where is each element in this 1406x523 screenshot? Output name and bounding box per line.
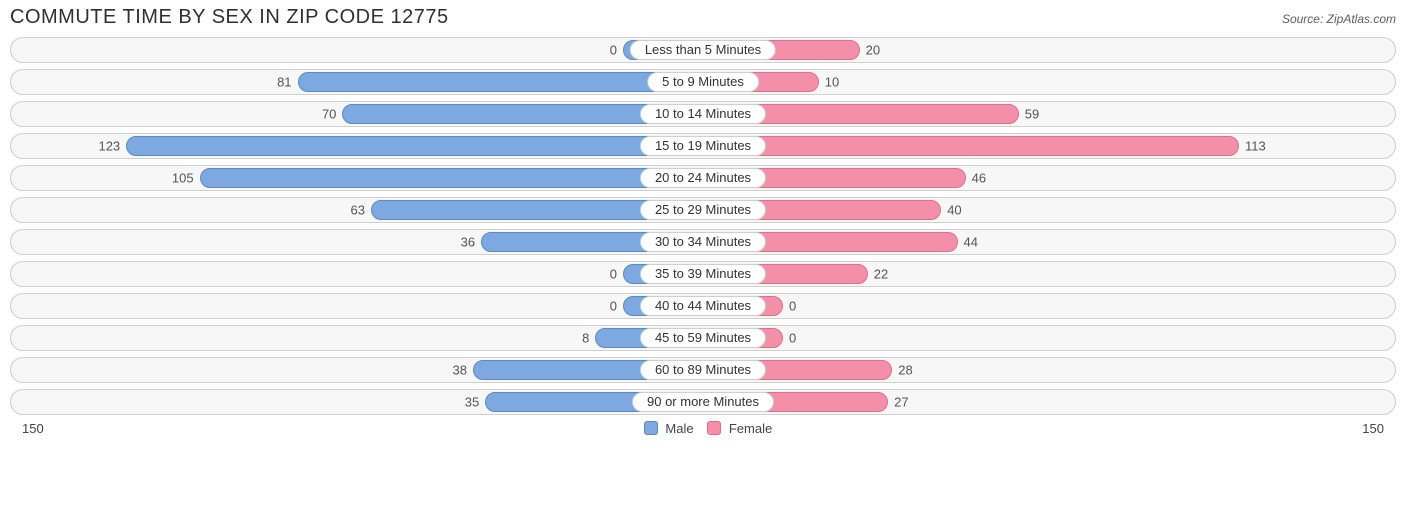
chart-row: 35 to 39 Minutes 0 22 [10,261,1396,287]
chart-row: 15 to 19 Minutes 123 113 [10,133,1396,159]
value-female: 0 [789,299,796,314]
diverging-bar-chart: Less than 5 Minutes 0 20 5 to 9 Minutes 81 10… [10,37,1396,415]
category-label: 10 to 14 Minutes [640,104,766,124]
category-label: 5 to 9 Minutes [647,72,759,92]
category-label: 40 to 44 Minutes [640,296,766,316]
category-label: 35 to 39 Minutes [640,264,766,284]
category-label: Less than 5 Minutes [630,40,776,60]
chart-row: Less than 5 Minutes 0 20 [10,37,1396,63]
category-label: 20 to 24 Minutes [640,168,766,188]
chart-row: 5 to 9 Minutes 81 10 [10,69,1396,95]
bar-male [298,72,703,92]
chart-row: 10 to 14 Minutes 70 59 [10,101,1396,127]
legend-swatch-female [707,421,721,435]
chart-row: 25 to 29 Minutes 63 40 [10,197,1396,223]
chart-source: Source: ZipAtlas.com [1282,12,1396,26]
legend-label-male: Male [665,421,693,436]
chart-footer: 150 Male Female 150 [10,421,1396,436]
value-male: 105 [172,171,194,186]
legend: Male Female [44,421,1363,436]
value-female: 28 [898,363,912,378]
value-female: 40 [947,203,961,218]
value-female: 10 [825,75,839,90]
value-female: 22 [874,267,888,282]
legend-label-female: Female [729,421,772,436]
category-label: 25 to 29 Minutes [640,200,766,220]
value-male: 35 [465,395,479,410]
value-female: 44 [964,235,978,250]
chart-row: 40 to 44 Minutes 0 0 [10,293,1396,319]
value-male: 70 [322,107,336,122]
chart-row: 45 to 59 Minutes 8 0 [10,325,1396,351]
bar-male [200,168,703,188]
value-female: 59 [1025,107,1039,122]
value-male: 63 [351,203,365,218]
value-male: 81 [277,75,291,90]
chart-row: 20 to 24 Minutes 105 46 [10,165,1396,191]
chart-row: 90 or more Minutes 35 27 [10,389,1396,415]
chart-row: 60 to 89 Minutes 38 28 [10,357,1396,383]
value-female: 20 [866,43,880,58]
value-female: 46 [972,171,986,186]
category-label: 90 or more Minutes [632,392,774,412]
value-male: 8 [582,331,589,346]
category-label: 60 to 89 Minutes [640,360,766,380]
value-male: 38 [453,363,467,378]
value-male: 123 [98,139,120,154]
axis-max-left: 150 [22,421,44,436]
value-male: 0 [610,267,617,282]
chart-title: COMMUTE TIME BY SEX IN ZIP CODE 12775 [10,6,449,29]
axis-max-right: 150 [1362,421,1384,436]
bar-male [126,136,703,156]
bar-female [703,136,1239,156]
category-label: 15 to 19 Minutes [640,136,766,156]
chart-row: 30 to 34 Minutes 36 44 [10,229,1396,255]
value-male: 36 [461,235,475,250]
value-female: 27 [894,395,908,410]
category-label: 30 to 34 Minutes [640,232,766,252]
legend-swatch-male [644,421,658,435]
category-label: 45 to 59 Minutes [640,328,766,348]
value-female: 0 [789,331,796,346]
chart-header: COMMUTE TIME BY SEX IN ZIP CODE 12775 So… [10,6,1396,29]
value-male: 0 [610,299,617,314]
value-male: 0 [610,43,617,58]
value-female: 113 [1245,139,1266,154]
